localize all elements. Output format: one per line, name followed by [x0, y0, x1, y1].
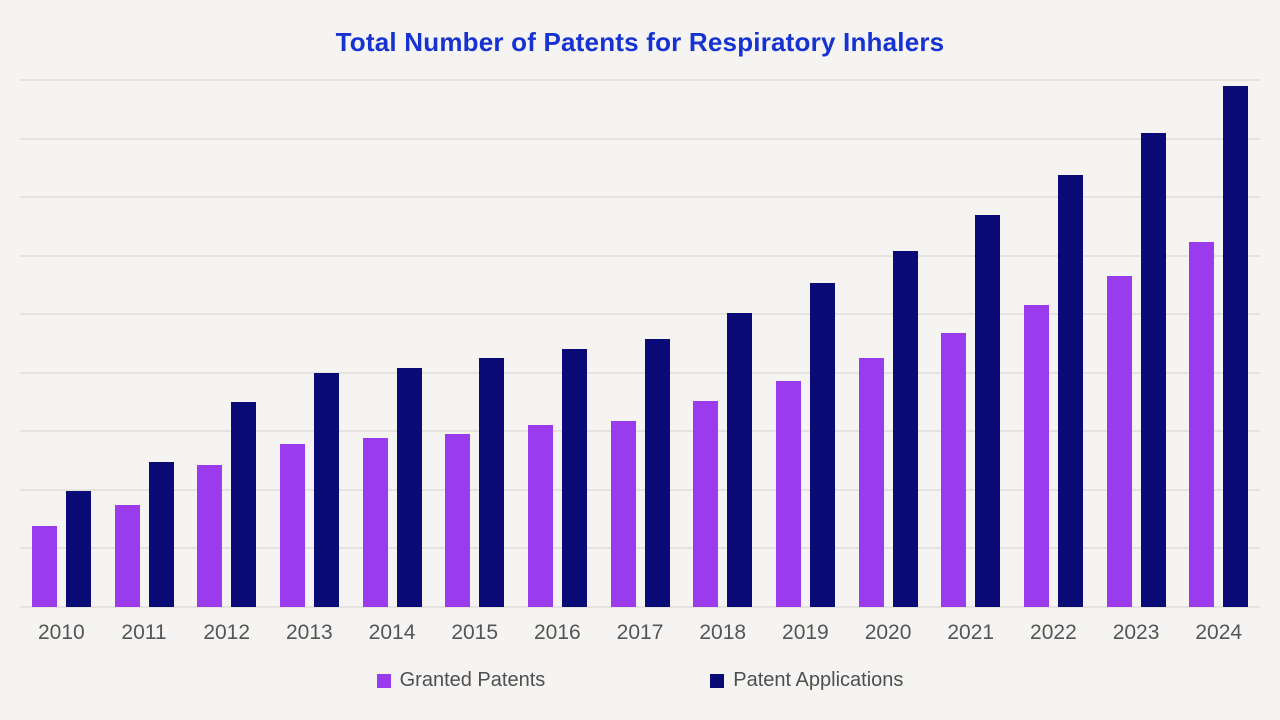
- bar-group-2011: [103, 80, 186, 607]
- bar-patent-applications-2015: [479, 357, 505, 607]
- gridline-250: [20, 313, 1260, 316]
- bar-granted-patents-2020: [858, 357, 884, 607]
- bar-group-2015: [433, 80, 516, 607]
- plot-area: [20, 79, 1260, 608]
- bar-granted-patents-2017: [610, 420, 636, 607]
- gridline-50: [20, 547, 1260, 550]
- bar-patent-applications-2020: [892, 250, 918, 607]
- bar-patent-applications-2021: [975, 214, 1001, 607]
- gridline-200: [20, 371, 1260, 374]
- bar-group-2019: [764, 80, 847, 607]
- bar-granted-patents-2024: [1189, 241, 1215, 607]
- bar-group-2010: [20, 80, 103, 607]
- x-axis-label-2021: 2021: [947, 621, 995, 644]
- bar-granted-patents-2016: [527, 425, 553, 607]
- bar-group-2017: [599, 80, 682, 607]
- legend-item-granted-patents: Granted Patents: [376, 669, 546, 692]
- bar-granted-patents-2012: [197, 465, 223, 607]
- bar-group-2020: [847, 80, 930, 607]
- bar-granted-patents-2023: [1106, 275, 1132, 607]
- bar-granted-patents-2010: [31, 526, 57, 607]
- gridline-150: [20, 430, 1260, 433]
- bar-patent-applications-2013: [313, 372, 339, 607]
- bar-granted-patents-2022: [1023, 304, 1049, 607]
- chart-title: Total Number of Patents for Respiratory …: [335, 27, 945, 57]
- bar-granted-patents-2015: [445, 433, 471, 607]
- x-axis-label-2019: 2019: [782, 621, 829, 644]
- bar-granted-patents-2019: [775, 380, 801, 607]
- bar-granted-patents-2011: [114, 505, 140, 607]
- bar-patent-applications-2018: [727, 313, 753, 607]
- legend: Granted Patents Patent Applications: [0, 669, 1280, 692]
- bar-patent-applications-2011: [148, 461, 174, 607]
- bar-patent-applications-2010: [65, 491, 91, 607]
- x-axis-label-2012: 2012: [203, 621, 251, 644]
- bar-granted-patents-2013: [279, 444, 305, 607]
- legend-item-patent-applications: Patent Applications: [710, 669, 903, 692]
- x-axis-label-2017: 2017: [616, 621, 664, 644]
- bar-group-2024: [1177, 80, 1260, 607]
- bar-patent-applications-2023: [1140, 132, 1166, 607]
- bar-granted-patents-2014: [362, 438, 388, 607]
- bar-patent-applications-2012: [231, 402, 257, 607]
- bar-group-2013: [268, 80, 351, 607]
- x-axis-label-2018: 2018: [699, 621, 747, 644]
- bar-patent-applications-2019: [809, 282, 835, 607]
- gridline-350: [20, 196, 1260, 199]
- bar-group-2021: [929, 80, 1012, 607]
- x-axis-labels: 2010 2011 2012 2013 2014 2015 2016 2017 2018 2019…: [20, 612, 1260, 650]
- gridline-300: [20, 254, 1260, 257]
- gridline-400: [20, 137, 1260, 140]
- legend-label-granted-patents: Granted Patents: [399, 669, 546, 691]
- bar-group-2018: [681, 80, 764, 607]
- x-axis-label-2014: 2014: [368, 621, 416, 644]
- granted-patents-swatch-icon: [376, 673, 391, 688]
- legend-label-patent-applications: Patent Applications: [733, 669, 904, 691]
- bar-granted-patents-2021: [941, 332, 967, 607]
- bar-patent-applications-2014: [396, 368, 422, 607]
- x-axis-label-2011: 2011: [121, 621, 167, 644]
- x-axis-label-2023: 2023: [1112, 621, 1160, 644]
- gridline-100: [20, 488, 1260, 491]
- bar-group-2014: [351, 80, 434, 607]
- bar-patent-applications-2017: [644, 338, 670, 607]
- x-axis-label-2024: 2024: [1195, 621, 1243, 644]
- x-axis-label-2022: 2022: [1030, 621, 1077, 644]
- bar-group-2016: [516, 80, 599, 607]
- bar-patent-applications-2024: [1223, 85, 1249, 607]
- bar-group-2012: [185, 80, 268, 607]
- x-axis-label-2010: 2010: [37, 621, 85, 644]
- bar-patent-applications-2016: [561, 349, 587, 607]
- x-axis-label-2016: 2016: [534, 621, 581, 644]
- bar-group-2022: [1012, 80, 1095, 607]
- gridline-450: [20, 79, 1260, 81]
- bars-row: [20, 80, 1260, 607]
- bar-granted-patents-2018: [693, 400, 719, 607]
- bar-group-2023: [1095, 80, 1178, 607]
- gridline-0: [20, 606, 1260, 608]
- patent-applications-swatch-icon: [710, 673, 725, 688]
- x-axis-label-2020: 2020: [864, 621, 912, 644]
- x-axis-label-2013: 2013: [285, 621, 333, 644]
- x-axis-label-2015: 2015: [451, 621, 499, 644]
- bar-patent-applications-2022: [1057, 174, 1083, 607]
